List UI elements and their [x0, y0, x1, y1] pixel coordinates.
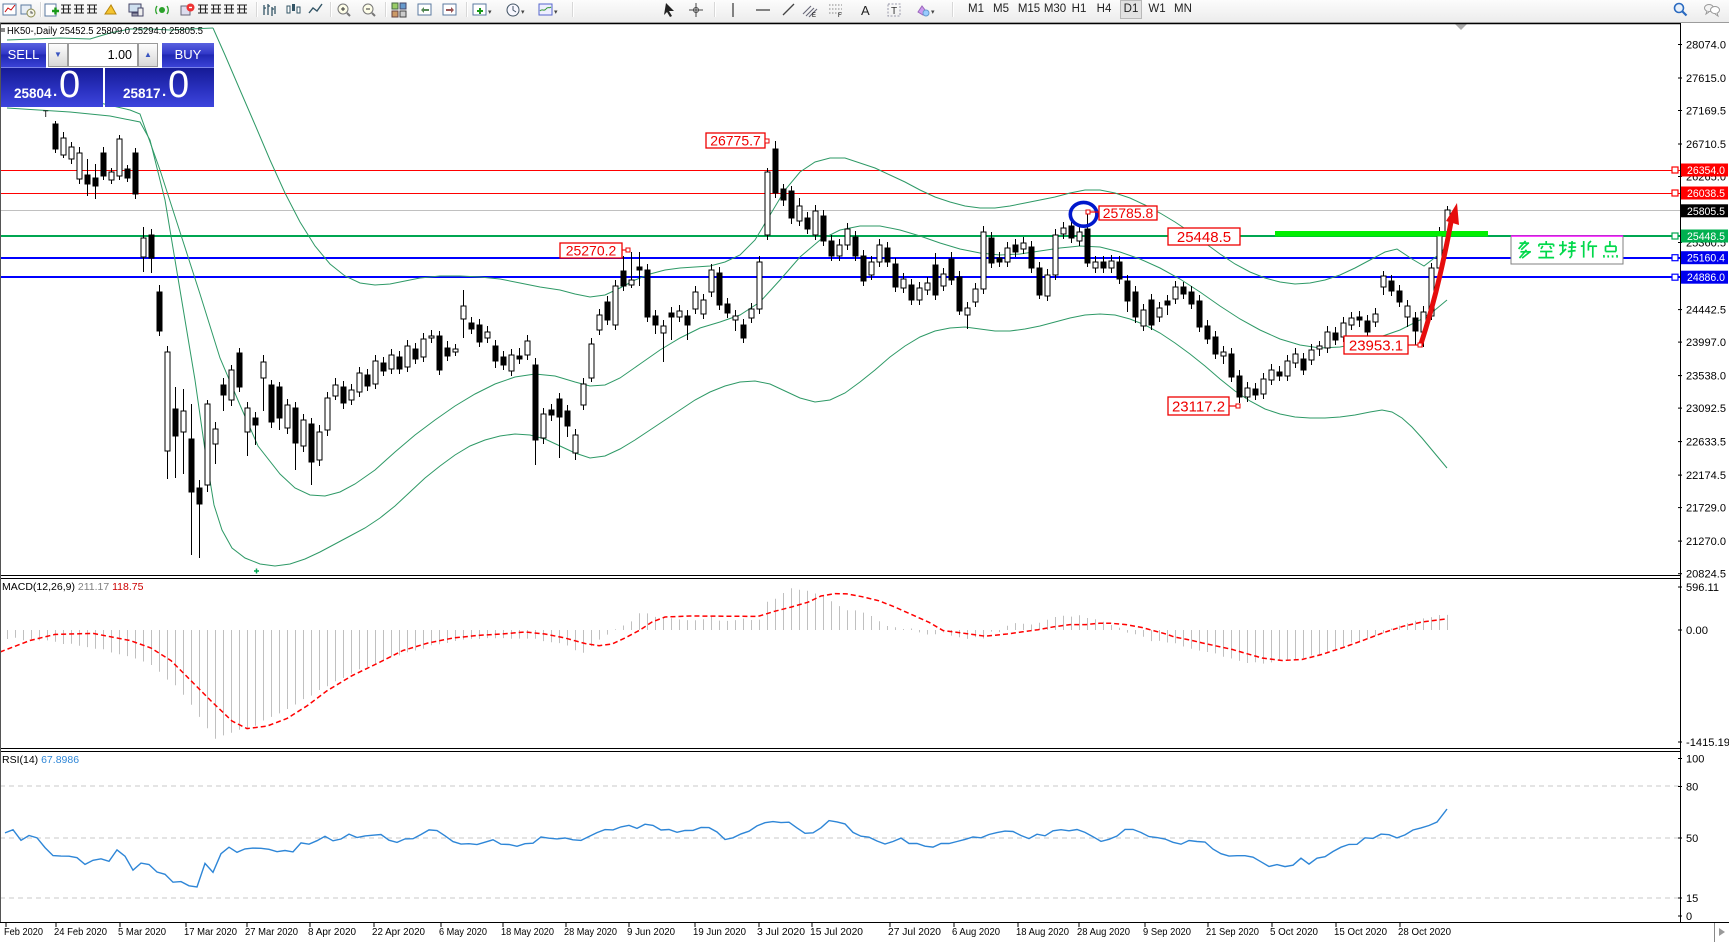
- svg-text:0: 0: [1686, 911, 1692, 923]
- svg-text:23997.0: 23997.0: [1686, 337, 1726, 349]
- svg-text:21 Sep 2020: 21 Sep 2020: [1206, 926, 1259, 938]
- svg-text:23117.2: 23117.2: [1172, 398, 1225, 415]
- svg-text:20824.5: 20824.5: [1686, 569, 1726, 581]
- svg-text:25785.8: 25785.8: [1103, 205, 1154, 221]
- svg-text:-1415.19: -1415.19: [1686, 737, 1729, 749]
- svg-text:21729.0: 21729.0: [1686, 503, 1726, 515]
- svg-text:T: T: [43, 109, 49, 119]
- svg-text:3 Jul 2020: 3 Jul 2020: [757, 926, 805, 938]
- svg-text:27615.0: 27615.0: [1686, 73, 1726, 85]
- svg-text:28074.0: 28074.0: [1686, 40, 1726, 52]
- svg-text:28 Oct 2020: 28 Oct 2020: [1398, 926, 1451, 938]
- svg-text:28 May 2020: 28 May 2020: [564, 926, 617, 938]
- svg-text:23538.0: 23538.0: [1686, 371, 1726, 383]
- svg-text:21270.0: 21270.0: [1686, 536, 1726, 548]
- svg-text:5 Mar 2020: 5 Mar 2020: [118, 926, 166, 938]
- svg-text:27 Jul 2020: 27 Jul 2020: [888, 926, 941, 938]
- svg-text:19 Jun 2020: 19 Jun 2020: [693, 926, 746, 938]
- svg-text:23092.5: 23092.5: [1686, 403, 1726, 415]
- svg-text:24442.5: 24442.5: [1686, 305, 1726, 317]
- svg-text:Feb 2020: Feb 2020: [4, 926, 43, 938]
- svg-text:9 Sep 2020: 9 Sep 2020: [1143, 926, 1191, 938]
- svg-text:HK50-,Daily 25452.5 25809.0 2: HK50-,Daily 25452.5 25809.0 25294.0 2580…: [7, 26, 203, 37]
- svg-text:26775.7: 26775.7: [710, 133, 761, 149]
- svg-text:26038.5: 26038.5: [1687, 188, 1725, 200]
- svg-text:6 Aug 2020: 6 Aug 2020: [952, 926, 1000, 938]
- svg-text:F: F: [838, 13, 842, 18]
- svg-text:26354.0: 26354.0: [1687, 165, 1725, 177]
- svg-text:100: 100: [1686, 754, 1704, 766]
- svg-text:E: E: [812, 13, 816, 18]
- svg-text:MACD(12,26,9) 211.17 118.75: MACD(12,26,9) 211.17 118.75: [2, 581, 144, 593]
- svg-text:80: 80: [1686, 782, 1698, 794]
- svg-text:RSI(14) 67.8986: RSI(14) 67.8986: [2, 754, 79, 766]
- svg-text:25805.5: 25805.5: [1687, 206, 1725, 218]
- svg-text:27 Mar 2020: 27 Mar 2020: [245, 926, 298, 938]
- svg-text:25448.5: 25448.5: [1687, 231, 1725, 243]
- svg-text:26710.5: 26710.5: [1686, 139, 1726, 151]
- svg-text:8 Apr 2020: 8 Apr 2020: [308, 926, 356, 938]
- svg-text:17 Mar 2020: 17 Mar 2020: [184, 926, 237, 938]
- svg-text:22174.5: 22174.5: [1686, 470, 1726, 482]
- svg-text:9 Jun 2020: 9 Jun 2020: [627, 926, 675, 938]
- svg-text:5 Oct 2020: 5 Oct 2020: [1270, 926, 1318, 938]
- svg-text:28 Aug 2020: 28 Aug 2020: [1077, 926, 1130, 938]
- svg-text:15 Jul 2020: 15 Jul 2020: [810, 926, 863, 938]
- svg-text:25448.5: 25448.5: [1177, 229, 1231, 246]
- svg-text:18 Aug 2020: 18 Aug 2020: [1016, 926, 1069, 938]
- svg-text:18 May 2020: 18 May 2020: [501, 926, 554, 938]
- svg-text:22633.5: 22633.5: [1686, 437, 1726, 449]
- svg-text:50: 50: [1686, 833, 1698, 845]
- svg-text:24886.0: 24886.0: [1687, 272, 1725, 284]
- svg-text:22 Apr 2020: 22 Apr 2020: [372, 926, 425, 938]
- svg-text:T: T: [891, 6, 897, 17]
- svg-text:596.11: 596.11: [1686, 582, 1719, 594]
- svg-text:25270.2: 25270.2: [566, 243, 617, 259]
- svg-text:6 May 2020: 6 May 2020: [439, 926, 487, 938]
- svg-text:0.00: 0.00: [1686, 625, 1708, 637]
- svg-text:24 Feb 2020: 24 Feb 2020: [54, 926, 107, 938]
- svg-text:15: 15: [1686, 893, 1698, 905]
- svg-text:23953.1: 23953.1: [1349, 337, 1403, 354]
- svg-text:15 Oct 2020: 15 Oct 2020: [1334, 926, 1387, 938]
- svg-text:25160.4: 25160.4: [1687, 253, 1725, 265]
- svg-text:27169.5: 27169.5: [1686, 106, 1726, 118]
